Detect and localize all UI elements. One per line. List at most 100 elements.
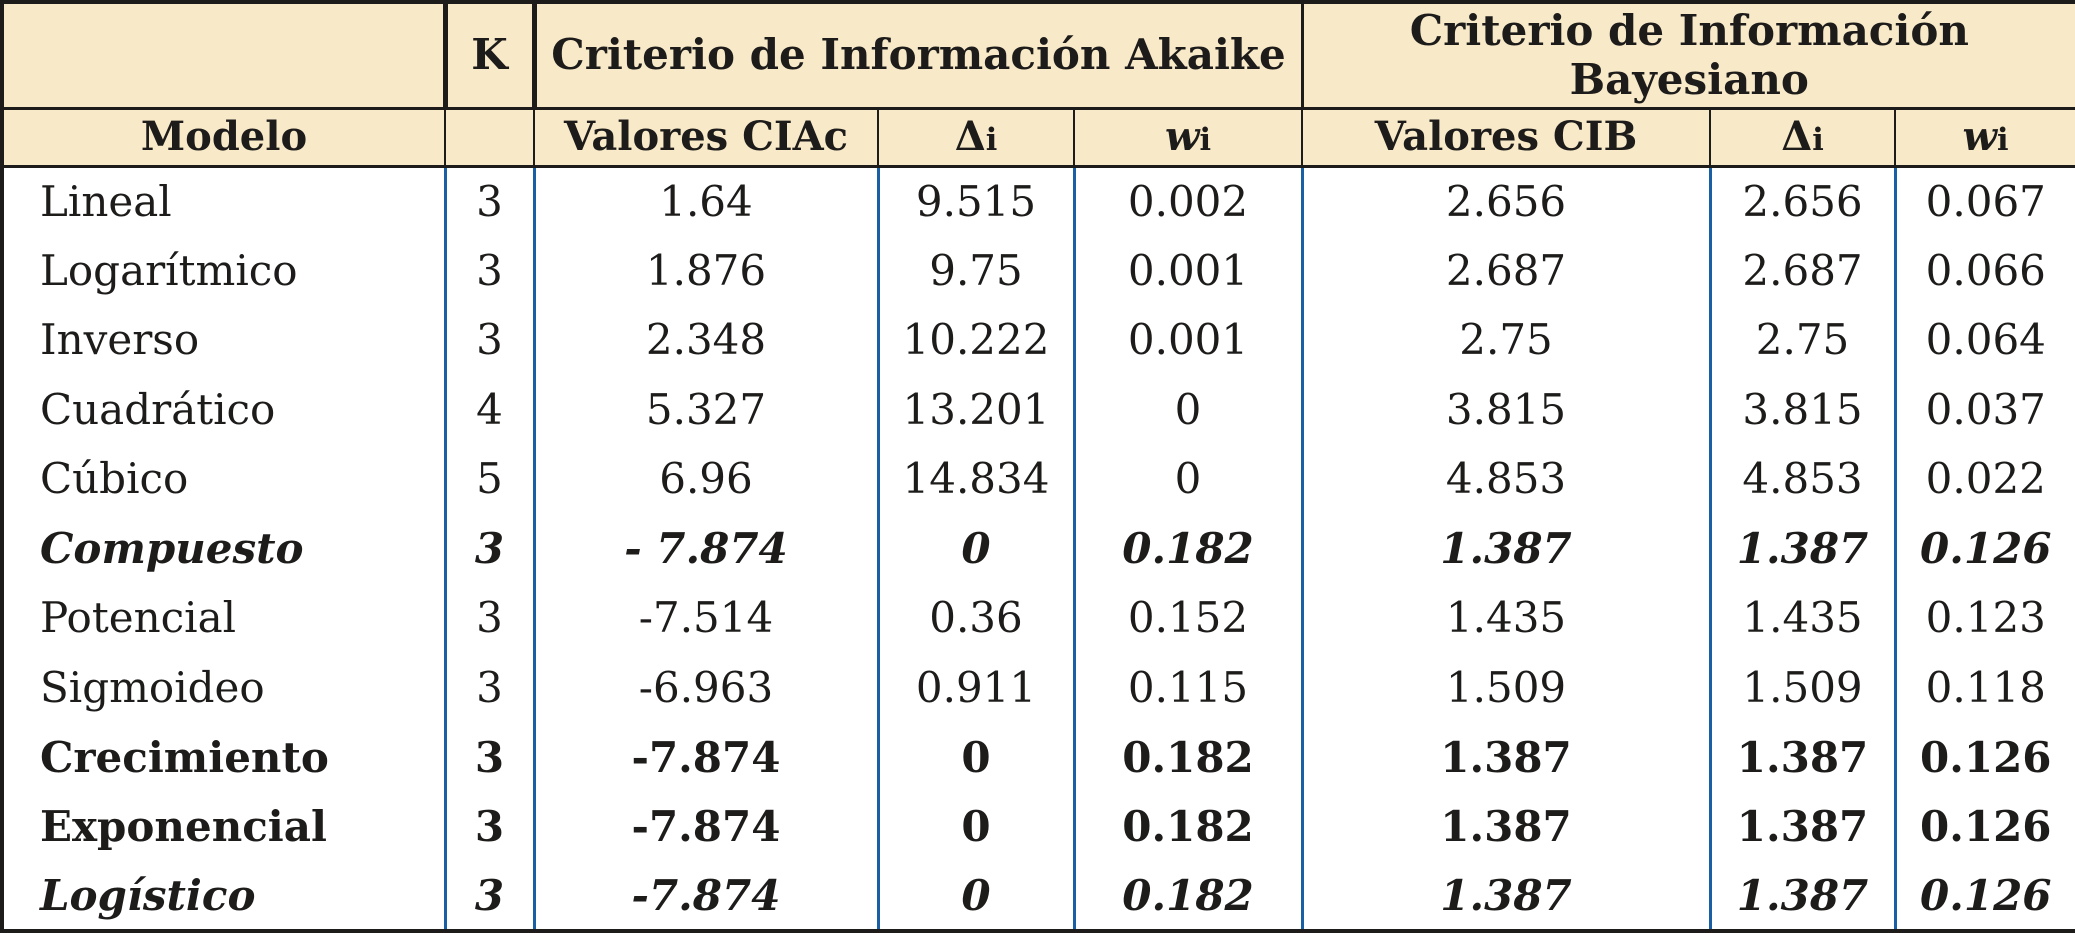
cell-k: 3 [443,583,534,653]
header-w-bayesiano: wi [1894,108,2075,168]
header-akaike-group: Criterio de Información Akaike [531,2,1303,110]
header-empty-k [444,108,534,168]
table-row-logistico: Logístico 3 -7.874 0 0.182 1.387 1.387 0… [2,861,2075,931]
cell-cib: 1.509 [1300,652,1711,723]
cell-ciac: 1.64 [532,166,878,236]
w-symbol: w [1962,113,1997,161]
cell-delta-akaike: 0.36 [876,583,1074,653]
delta-symbol: Δ [954,113,986,161]
cell-delta-akaike: 14.834 [876,444,1074,514]
cell-w-akaike: 0.182 [1072,513,1303,584]
cell-delta-akaike: 10.222 [876,305,1074,375]
table-row-cuadratico: Cuadrático 4 5.327 13.201 0 3.815 3.815 … [2,374,2075,445]
table-row-compuesto: Compuesto 3 - 7.874 0 0.182 1.387 1.387 … [2,513,2075,584]
header-group-row: K Criterio de Información Akaike Criteri… [2,2,2075,110]
cell-delta-bayesiano: 1.387 [1708,791,1896,862]
table-row-inverso: Inverso 3 2.348 10.222 0.001 2.75 2.75 0… [2,305,2075,375]
delta-subscript: i [1812,122,1824,159]
table-body: Lineal 3 1.64 9.515 0.002 2.656 2.656 0.… [2,166,2075,931]
cell-delta-akaike: 9.515 [876,166,1074,236]
cell-w-bayesiano: 0.118 [1893,652,2075,723]
cell-w-akaike: 0 [1072,374,1303,445]
cell-delta-akaike: 0 [876,722,1074,792]
cell-delta-bayesiano: 1.387 [1708,861,1896,931]
cell-w-akaike: 0.001 [1072,235,1303,306]
cell-delta-bayesiano: 2.656 [1708,166,1896,236]
cell-cib: 1.387 [1300,861,1711,931]
cell-delta-bayesiano: 1.435 [1708,583,1896,653]
header-columns-row: Modelo Valores CIAc Δi wi Valores CIB Δi… [2,108,2075,168]
cell-w-bayesiano: 0.066 [1893,235,2075,306]
cell-modelo: Inverso [2,305,445,375]
cell-ciac: 6.96 [532,444,878,514]
cell-k: 3 [443,513,534,584]
cell-delta-akaike: 13.201 [876,374,1074,445]
cell-k: 3 [443,861,534,931]
cell-ciac: -7.874 [532,722,878,792]
cell-ciac: - 7.874 [532,513,878,584]
delta-symbol: Δ [1781,113,1813,161]
cell-cib: 4.853 [1300,444,1711,514]
cell-w-bayesiano: 0.064 [1893,305,2075,375]
cell-delta-bayesiano: 1.509 [1708,652,1896,723]
cell-modelo: Logarítmico [2,235,445,306]
cell-delta-akaike: 0 [876,861,1074,931]
cell-modelo: Cuadrático [2,374,445,445]
cell-cib: 2.656 [1300,166,1711,236]
header-delta-bayesiano: Δi [1709,108,1896,168]
cell-k: 3 [443,305,534,375]
cell-delta-akaike: 0.911 [876,652,1074,723]
table-header: K Criterio de Información Akaike Criteri… [2,2,2075,168]
header-bayesiano-group: Criterio de Información Bayesiano [1300,2,2075,110]
cell-w-akaike: 0.152 [1072,583,1303,653]
cell-cib: 1.387 [1300,513,1711,584]
cell-k: 3 [443,235,534,306]
cell-cib: 2.687 [1300,235,1711,306]
header-valores-ciac: Valores CIAc [533,108,878,168]
w-subscript: i [1996,122,2009,159]
table-row-crecimiento: Crecimiento 3 -7.874 0 0.182 1.387 1.387… [2,722,2075,792]
cell-ciac: -7.874 [532,861,878,931]
cell-modelo: Logístico [2,861,445,931]
table-row-logaritmico: Logarítmico 3 1.876 9.75 0.001 2.687 2.6… [2,235,2075,306]
cell-delta-bayesiano: 2.75 [1708,305,1896,375]
cell-w-akaike: 0.182 [1072,861,1303,931]
cell-w-akaike: 0.115 [1072,652,1303,723]
header-valores-cib: Valores CIB [1301,108,1711,168]
cell-w-akaike: 0 [1072,444,1303,514]
table-row-lineal: Lineal 3 1.64 9.515 0.002 2.656 2.656 0.… [2,166,2075,236]
cell-ciac: -7.514 [532,583,878,653]
table-row-potencial: Potencial 3 -7.514 0.36 0.152 1.435 1.43… [2,583,2075,653]
cell-k: 5 [443,444,534,514]
cell-delta-bayesiano: 2.687 [1708,235,1896,306]
table-row-cubico: Cúbico 5 6.96 14.834 0 4.853 4.853 0.022 [2,444,2075,514]
cell-k: 3 [443,652,534,723]
cell-k: 3 [443,791,534,862]
cell-w-bayesiano: 0.126 [1893,791,2075,862]
cell-delta-akaike: 9.75 [876,235,1074,306]
cell-modelo: Cúbico [2,444,445,514]
cell-cib: 1.387 [1300,722,1711,792]
cell-w-akaike: 0.001 [1072,305,1303,375]
cell-k: 3 [443,722,534,792]
cell-w-bayesiano: 0.126 [1893,513,2075,584]
cell-modelo: Exponencial [2,791,445,862]
cell-cib: 1.435 [1300,583,1711,653]
header-k: K [442,2,534,110]
header-w-akaike: wi [1072,108,1303,168]
w-subscript: i [1199,122,1211,159]
table-row-sigmoideo: Sigmoideo 3 -6.963 0.911 0.115 1.509 1.5… [2,652,2075,723]
cell-ciac: -6.963 [532,652,878,723]
cell-w-bayesiano: 0.067 [1893,166,2075,236]
cell-cib: 2.75 [1300,305,1711,375]
cell-delta-bayesiano: 3.815 [1708,374,1896,445]
cell-w-bayesiano: 0.123 [1893,583,2075,653]
cell-modelo: Sigmoideo [2,652,445,723]
cell-ciac: 2.348 [532,305,878,375]
cell-w-akaike: 0.182 [1072,722,1303,792]
cell-cib: 1.387 [1300,791,1711,862]
cell-modelo: Compuesto [2,513,445,584]
cell-ciac: -7.874 [532,791,878,862]
cell-w-akaike: 0.182 [1072,791,1303,862]
header-modelo: Modelo [2,108,445,168]
